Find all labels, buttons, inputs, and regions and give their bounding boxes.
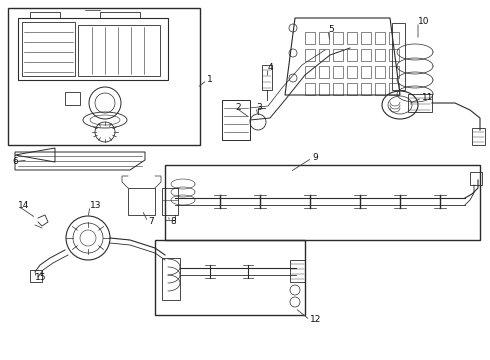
Bar: [333, 49, 343, 61]
Text: 8: 8: [170, 217, 176, 226]
Bar: [30, 270, 42, 282]
Bar: [162, 258, 180, 300]
Bar: [375, 32, 385, 44]
Bar: [389, 32, 399, 44]
Text: 4: 4: [268, 63, 273, 72]
Bar: [333, 32, 343, 44]
Text: 7: 7: [148, 217, 154, 226]
Bar: [347, 83, 357, 95]
Text: 9: 9: [312, 153, 318, 162]
Bar: [22, 22, 75, 76]
Bar: [319, 66, 329, 78]
Bar: [319, 32, 329, 44]
Bar: [361, 49, 371, 61]
Bar: [361, 32, 371, 44]
Bar: [319, 83, 329, 95]
Bar: [347, 32, 357, 44]
Text: 14: 14: [18, 202, 29, 211]
Bar: [347, 66, 357, 78]
Bar: [389, 66, 399, 78]
Text: 1: 1: [207, 76, 213, 85]
Text: 12: 12: [310, 315, 321, 324]
Bar: [389, 49, 399, 61]
Bar: [389, 83, 399, 95]
Text: 15: 15: [35, 274, 47, 283]
Bar: [392, 23, 405, 90]
Bar: [155, 240, 305, 315]
Bar: [319, 49, 329, 61]
Bar: [65, 92, 80, 105]
Bar: [375, 49, 385, 61]
Bar: [162, 188, 178, 215]
Bar: [222, 100, 250, 140]
Bar: [470, 172, 482, 185]
Bar: [8, 8, 200, 145]
Bar: [375, 66, 385, 78]
Bar: [290, 260, 305, 282]
Bar: [128, 188, 155, 215]
Bar: [305, 66, 315, 78]
Text: 11: 11: [422, 94, 434, 103]
Text: 13: 13: [90, 202, 101, 211]
Bar: [347, 49, 357, 61]
Text: 10: 10: [418, 18, 430, 27]
Text: 3: 3: [256, 103, 262, 112]
Bar: [333, 83, 343, 95]
Bar: [305, 32, 315, 44]
Text: 2: 2: [235, 103, 241, 112]
Text: 6: 6: [12, 157, 18, 166]
Bar: [305, 49, 315, 61]
Bar: [18, 18, 168, 80]
Bar: [78, 25, 160, 76]
Bar: [361, 83, 371, 95]
Bar: [165, 165, 480, 240]
Bar: [262, 65, 272, 90]
Text: 5: 5: [328, 26, 334, 35]
Bar: [472, 128, 485, 145]
Bar: [361, 66, 371, 78]
Bar: [375, 83, 385, 95]
Bar: [333, 66, 343, 78]
Bar: [408, 94, 432, 112]
Bar: [305, 83, 315, 95]
